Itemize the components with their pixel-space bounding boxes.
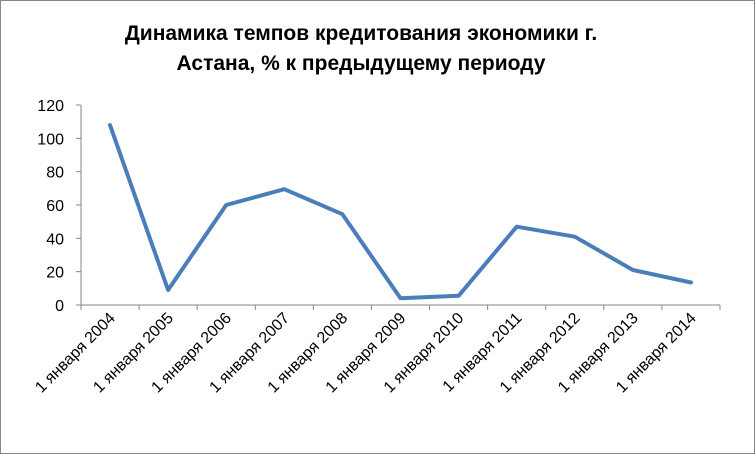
y-tick-label: 40 bbox=[46, 231, 64, 248]
chart-title-line-2: Астана, % к предыдущему периоду bbox=[176, 52, 546, 75]
series-line bbox=[108, 123, 693, 301]
chart-title-line-1: Динамика темпов кредитования экономики г… bbox=[124, 22, 598, 45]
y-tick-label: 60 bbox=[46, 198, 64, 215]
y-tick-label: 0 bbox=[55, 298, 64, 315]
y-tick-label: 120 bbox=[37, 98, 64, 115]
chart-title: Динамика темпов кредитования экономики г… bbox=[61, 19, 661, 79]
y-tick-label: 80 bbox=[46, 165, 64, 182]
y-tick-label: 20 bbox=[46, 265, 64, 282]
y-tick-label: 100 bbox=[37, 131, 64, 148]
